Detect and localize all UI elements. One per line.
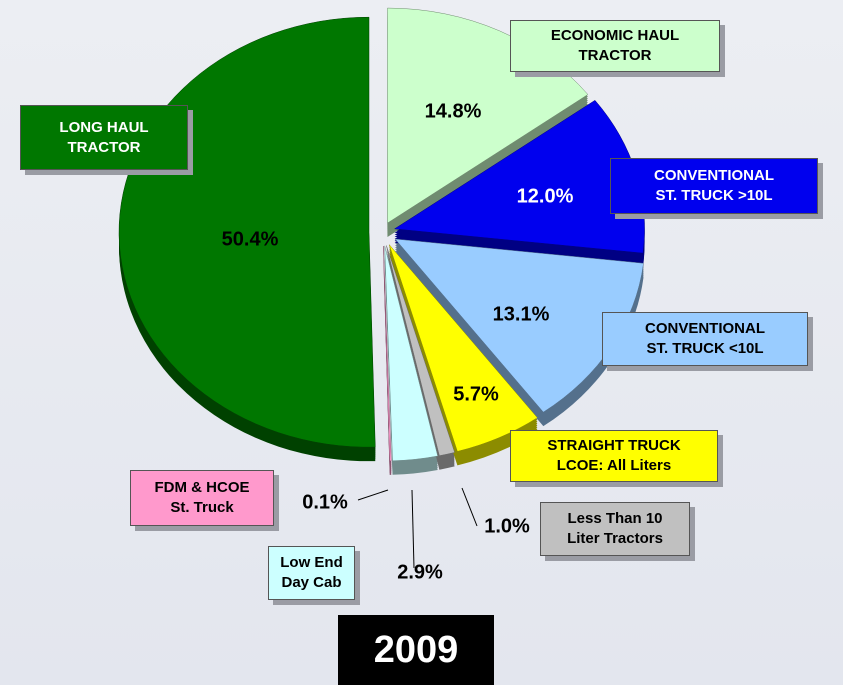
value-label: 0.1% <box>302 491 348 513</box>
category-label: ECONOMIC HAUL TRACTOR <box>510 20 720 72</box>
value-label: 2.9% <box>397 561 443 583</box>
value-label: 14.8% <box>425 100 482 122</box>
category-label: CONVENTIONAL ST. TRUCK <10L <box>602 312 808 366</box>
slice <box>383 245 392 462</box>
slice <box>386 245 455 456</box>
leader-line <box>357 489 389 501</box>
slice <box>388 244 538 452</box>
category-label: LONG HAUL TRACTOR <box>20 105 188 170</box>
leader-line <box>411 489 415 569</box>
category-label: CONVENTIONAL ST. TRUCK >10L <box>610 158 818 214</box>
category-label: STRAIGHT TRUCK LCOE: All Liters <box>510 430 718 482</box>
leader-line <box>461 487 478 527</box>
category-label: Less Than 10 Liter Tractors <box>540 502 690 556</box>
value-label: 12.0% <box>517 185 574 207</box>
slice <box>384 245 439 462</box>
category-label: FDM & HCOE St. Truck <box>130 470 274 526</box>
category-label: Low End Day Cab <box>268 546 355 600</box>
value-label: 13.1% <box>493 303 550 325</box>
chart-title: 2009 <box>338 615 494 685</box>
value-label: 50.4% <box>222 228 279 250</box>
value-label: 5.7% <box>453 383 499 405</box>
value-label: 1.0% <box>484 515 530 537</box>
